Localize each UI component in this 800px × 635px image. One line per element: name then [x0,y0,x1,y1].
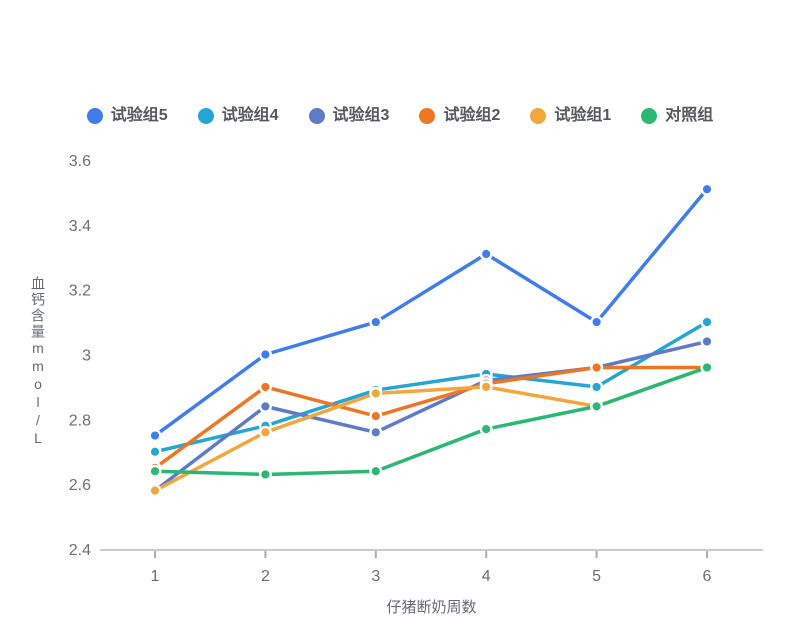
x-tick-label: 4 [482,568,491,585]
data-point[interactable] [700,315,714,329]
data-point[interactable] [590,399,604,413]
series-line [153,187,709,438]
x-tick-label: 6 [703,568,712,585]
data-point[interactable] [700,335,714,349]
x-tick-label: 5 [592,568,601,585]
data-point[interactable] [369,425,383,439]
legend-marker-icon [197,108,214,124]
legend-marker-icon [86,108,103,124]
data-point[interactable] [258,348,272,362]
x-tick-label: 1 [151,568,160,585]
legend-label: 试验组4 [221,107,279,124]
data-point[interactable] [148,429,162,443]
legend-item-试验组4[interactable]: 试验组4 [197,107,279,124]
legend-item-试验组1[interactable]: 试验组1 [530,108,611,124]
legend-marker-icon [530,108,547,124]
y-tick-label: 3.2 [69,283,91,300]
legend-label: 试验组2 [443,107,501,124]
data-point[interactable] [148,484,162,498]
x-tick-label: 2 [261,568,270,585]
data-point[interactable] [590,360,604,374]
x-axis-title: 仔猪断奶周数 [386,599,477,616]
x-tick-label: 3 [371,568,380,585]
legend-item-试验组2[interactable]: 试验组2 [419,108,500,124]
legend-marker-icon [641,108,658,124]
y-tick-label: 2.4 [69,542,91,559]
legend-label: 试验组1 [554,107,612,124]
data-point[interactable] [700,182,714,196]
legend-label: 试验组5 [110,107,168,124]
data-point[interactable] [148,464,162,478]
data-point[interactable] [258,467,272,481]
data-point[interactable] [148,445,162,459]
series-line [153,320,709,454]
data-point[interactable] [369,315,383,329]
data-point[interactable] [369,386,383,400]
data-point[interactable] [258,425,272,439]
y-tick-label: 3.4 [69,218,91,235]
data-point[interactable] [590,380,604,394]
data-point[interactable] [590,315,604,329]
series-line [153,365,709,477]
data-point[interactable] [479,247,493,261]
data-point[interactable] [258,380,272,394]
data-point[interactable] [700,360,714,374]
data-point[interactable] [479,422,493,436]
legend-marker-icon [419,108,436,124]
legend-item-试验组3[interactable]: 试验组3 [308,107,390,124]
y-tick-label: 2.8 [69,412,91,429]
y-tick-label: 2.6 [69,477,91,494]
y-axis-title: 血钙含量mmol/L [30,276,46,448]
legend-marker-icon [308,108,325,124]
y-tick-label: 3.6 [69,153,91,170]
legend-item-试验组5[interactable]: 试验组5 [86,107,168,124]
data-point[interactable] [479,380,493,394]
legend-item-对照组[interactable]: 对照组 [641,108,713,124]
legend-label: 试验组3 [332,107,390,124]
data-point[interactable] [369,409,383,423]
series-line [153,365,709,470]
series-line [153,339,709,493]
y-tick-label: 3 [82,348,91,365]
data-point[interactable] [369,464,383,478]
legend-label: 对照组 [665,107,714,124]
data-point[interactable] [258,399,272,413]
chart-legend: 试验组5 试验组4 试验组3 试验组2 试验组1 对照组 [0,108,800,124]
